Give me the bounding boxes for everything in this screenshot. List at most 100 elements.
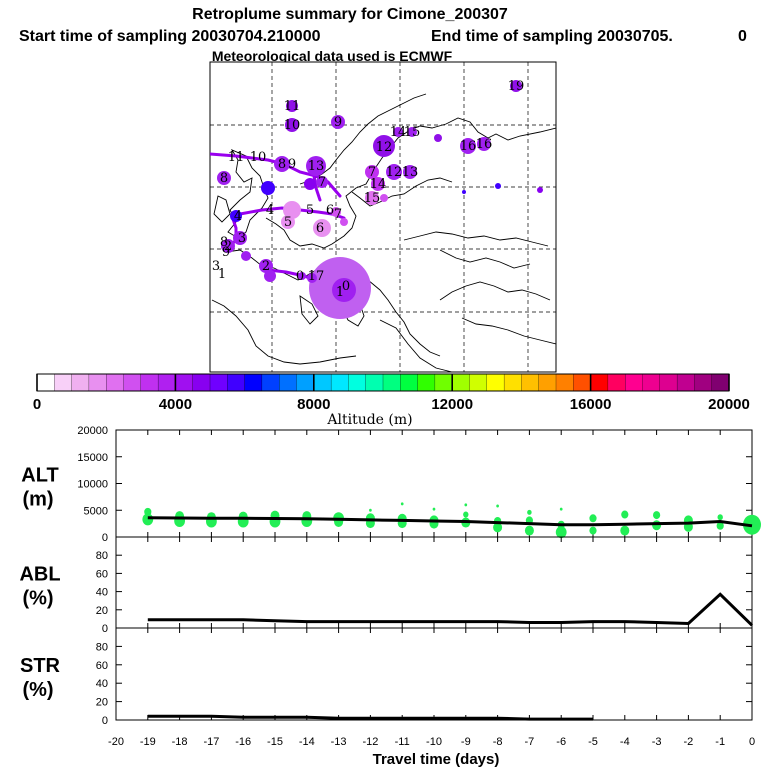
cluster-point xyxy=(559,507,563,511)
map-number-labels: 19 11 10 9 11 10 8 9 13 12 14 15 16 8 7 … xyxy=(212,79,524,300)
colorbar-cell xyxy=(676,373,695,392)
map-label: 19 xyxy=(508,79,525,94)
colorbar-cell xyxy=(313,373,332,392)
cluster-point xyxy=(589,526,597,535)
colorbar-cell xyxy=(711,373,730,392)
plume-circle xyxy=(264,270,276,282)
y-tick-label: 60 xyxy=(96,568,108,580)
plume-circle xyxy=(274,156,290,172)
x-tick-label: -3 xyxy=(652,736,662,748)
x-tick-label: -6 xyxy=(556,736,566,748)
colorbar-label: Altitude (m) xyxy=(326,412,412,428)
map-label: 0 xyxy=(296,269,304,284)
colorbar-cell xyxy=(434,373,453,392)
plume-circle xyxy=(477,137,491,151)
y-tick-label: 60 xyxy=(96,660,108,672)
cluster-point xyxy=(555,526,567,539)
cluster-point xyxy=(464,503,468,507)
colorbar-tick-label: 20000 xyxy=(708,396,750,413)
map-label: 7 xyxy=(368,165,376,180)
colorbar-cell xyxy=(694,373,713,392)
plume-circle xyxy=(393,127,403,137)
map-label: 1 xyxy=(218,267,226,282)
fraction-line xyxy=(147,592,754,627)
map-label: 8 xyxy=(220,235,228,250)
x-tick-label: -1 xyxy=(715,736,725,748)
plume-circle xyxy=(403,165,417,179)
x-tick-label: -2 xyxy=(684,736,694,748)
cluster-point xyxy=(652,520,662,531)
colorbar-cell xyxy=(573,373,592,392)
plume-circle xyxy=(332,278,356,302)
map-label: 3 xyxy=(212,259,220,274)
map-label: 15 xyxy=(364,191,381,206)
map-label: 6 xyxy=(326,203,334,218)
plume-circle xyxy=(365,191,379,205)
colorbar-cell xyxy=(106,373,124,392)
colorbar-cell xyxy=(555,373,574,392)
map-label: 5 xyxy=(284,215,292,230)
y-tick-label: 0 xyxy=(102,623,108,635)
colorbar-cell xyxy=(607,373,626,392)
plume-circle xyxy=(306,156,326,176)
colorbar-cell xyxy=(400,373,419,392)
y-tick-label: 40 xyxy=(96,678,108,690)
x-tick-label: -17 xyxy=(203,736,219,748)
colorbar-cell xyxy=(330,373,349,392)
y-axis-unit: (%) xyxy=(22,588,53,610)
sampling-end-tail: 0 xyxy=(738,28,747,45)
map-label: 4 xyxy=(234,209,242,224)
map-label: 8 xyxy=(278,157,286,172)
map-label: 16 xyxy=(460,139,477,154)
plume-circle xyxy=(434,134,442,142)
plume-circle xyxy=(298,272,306,280)
met-data-note: Meteorological data used is ECMWF xyxy=(212,48,453,64)
colorbar-cell xyxy=(123,373,142,392)
plume-circle xyxy=(331,207,341,217)
cluster-point xyxy=(621,510,629,519)
map-label: 1 xyxy=(336,285,344,300)
plume-circle xyxy=(313,219,331,237)
colorbar-cell xyxy=(642,373,661,392)
colorbar-cell xyxy=(54,373,73,392)
plume-circle xyxy=(283,201,301,219)
map-label: 13 xyxy=(402,165,419,180)
y-tick-label: 15000 xyxy=(77,452,108,464)
y-tick-label: 0 xyxy=(102,715,108,727)
plume-circle xyxy=(365,165,379,179)
map-label: 2 xyxy=(262,259,270,274)
plume-circle xyxy=(371,177,385,191)
cluster-point xyxy=(620,525,630,536)
x-tick-label: 0 xyxy=(749,736,755,748)
y-tick-label: 20 xyxy=(96,697,108,709)
x-tick-label: -5 xyxy=(588,736,598,748)
colorbar-cell xyxy=(71,373,90,392)
colorbar-cell xyxy=(192,373,211,392)
x-tick-label: -15 xyxy=(267,736,283,748)
plume-circle xyxy=(380,194,388,202)
map-label: 17 xyxy=(308,269,325,284)
map-label: 12 xyxy=(376,140,393,155)
panel-str: 0 20 40 60 80 STR(%) xyxy=(20,627,753,727)
y-axis-unit: (m) xyxy=(22,489,53,511)
colorbar-tick-label: 8000 xyxy=(297,396,330,413)
figure-title: Retroplume summary for Cimone_200307 xyxy=(192,6,508,23)
plume-circles xyxy=(217,80,543,319)
y-axis-unit: (%) xyxy=(22,679,53,701)
cluster-point xyxy=(432,507,436,511)
y-tick-label: 80 xyxy=(96,550,108,562)
map-label: 9 xyxy=(222,245,230,260)
plume-circle xyxy=(407,127,417,137)
cluster-point xyxy=(369,508,372,512)
map-label: 13 xyxy=(308,159,325,174)
map-label: 8 xyxy=(220,171,228,186)
cluster-point xyxy=(524,525,534,536)
colorbar-cell xyxy=(279,373,297,392)
sampling-end: End time of sampling 20030705. xyxy=(431,28,673,45)
x-tick-label: -14 xyxy=(299,736,315,748)
x-tick-label: -10 xyxy=(426,736,442,748)
cluster-point xyxy=(463,511,469,518)
cluster-point xyxy=(496,504,499,508)
plume-circle xyxy=(261,181,275,195)
